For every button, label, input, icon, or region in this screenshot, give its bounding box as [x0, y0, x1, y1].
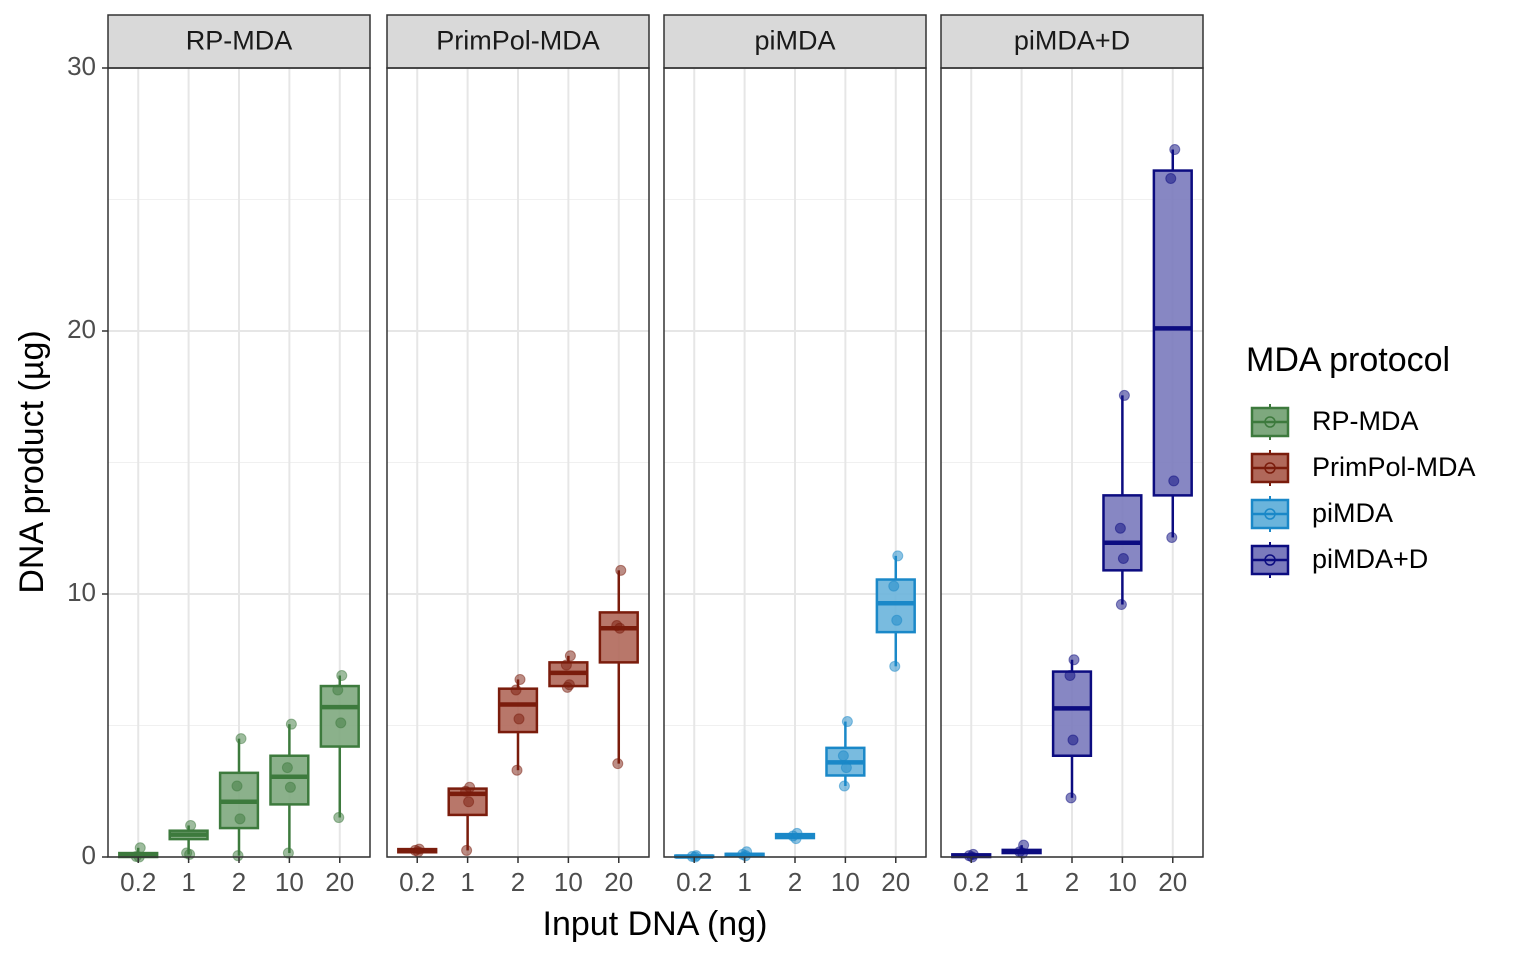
data-point [412, 846, 424, 858]
legend-point [1264, 554, 1276, 566]
y-tick-label: 30 [67, 51, 96, 81]
data-point [281, 762, 293, 774]
x-tick-label: 0.2 [676, 867, 712, 897]
legend-title: MDA protocol [1246, 341, 1450, 379]
x-tick-label: 2 [232, 867, 246, 897]
data-point [285, 718, 297, 730]
data-point [1064, 670, 1076, 682]
x-tick-label: 1 [460, 867, 474, 897]
data-point [282, 847, 294, 859]
data-point [1168, 475, 1180, 487]
legend-label: piMDA [1312, 498, 1393, 528]
x-axis-title: Input DNA (ng) [543, 905, 768, 943]
data-point [841, 716, 853, 728]
legend-label: PrimPol-MDA [1312, 452, 1476, 482]
data-point [1017, 847, 1029, 859]
facet-title: PrimPol-MDA [436, 26, 600, 56]
data-point [1117, 552, 1129, 564]
data-point [1114, 522, 1126, 534]
y-tick-label: 10 [67, 577, 96, 607]
facet-title: piMDA+D [1014, 26, 1130, 56]
data-point [511, 764, 523, 776]
x-tick-label: 2 [511, 867, 525, 897]
data-point [1068, 654, 1080, 666]
box [319, 684, 360, 748]
legend-point [1264, 462, 1276, 474]
data-point [837, 750, 849, 762]
data-point [889, 660, 901, 672]
facet-title: RP-MDA [186, 26, 293, 56]
data-point [560, 659, 572, 671]
data-point [463, 796, 475, 808]
x-tick-label: 2 [788, 867, 802, 897]
data-point [235, 733, 247, 745]
facet-title: piMDA [754, 26, 835, 56]
x-tick-label: 0.2 [120, 867, 156, 897]
data-point [460, 785, 472, 797]
data-point [740, 850, 752, 862]
data-point [510, 684, 522, 696]
legend-label: RP-MDA [1312, 406, 1419, 436]
data-point [790, 833, 802, 845]
strip [386, 14, 650, 69]
data-point [1067, 734, 1079, 746]
x-tick-label: 10 [275, 867, 304, 897]
data-point [1115, 599, 1127, 611]
x-tick-label: 10 [831, 867, 860, 897]
legend-point [1264, 508, 1276, 520]
data-point [838, 780, 850, 792]
x-tick-label: 10 [1108, 867, 1137, 897]
data-point [1166, 531, 1178, 543]
x-tick-label: 0.2 [953, 867, 989, 897]
x-tick-label: 1 [181, 867, 195, 897]
x-tick-label: 1 [737, 867, 751, 897]
data-point [231, 780, 243, 792]
data-point [234, 813, 246, 825]
y-axis-title: DNA product (µg) [13, 330, 51, 593]
legend-point [1264, 416, 1276, 428]
data-point [284, 781, 296, 793]
x-tick-label: 20 [604, 867, 633, 897]
data-point [615, 564, 627, 576]
data-point [614, 622, 626, 634]
x-tick-label: 2 [1065, 867, 1079, 897]
x-tick-label: 20 [1158, 867, 1187, 897]
data-point [888, 580, 900, 592]
legend-label: piMDA+D [1312, 544, 1428, 574]
data-point [333, 812, 345, 824]
data-point [612, 758, 624, 770]
x-tick-label: 10 [554, 867, 583, 897]
x-tick-label: 20 [881, 867, 910, 897]
data-point [564, 650, 576, 662]
data-point [185, 819, 197, 831]
data-point [232, 850, 244, 862]
data-point [1065, 792, 1077, 804]
data-point [335, 717, 347, 729]
y-tick-label: 0 [82, 840, 96, 870]
x-tick-label: 20 [325, 867, 354, 897]
data-point [336, 670, 348, 682]
data-point [1169, 144, 1181, 156]
strip [663, 14, 927, 69]
data-point [1165, 172, 1177, 184]
box [497, 687, 539, 734]
x-tick-label: 0.2 [399, 867, 435, 897]
data-point [891, 614, 903, 626]
box [598, 611, 639, 664]
data-point [332, 684, 344, 696]
x-tick-label: 1 [1014, 867, 1028, 897]
data-point [513, 713, 525, 725]
data-point [184, 848, 196, 860]
data-point [461, 844, 473, 856]
data-point [892, 550, 904, 562]
data-point [561, 681, 573, 693]
box [1152, 169, 1193, 497]
data-point [514, 673, 526, 685]
data-point [1118, 389, 1130, 401]
y-tick-label: 20 [67, 314, 96, 344]
data-point [840, 762, 852, 774]
